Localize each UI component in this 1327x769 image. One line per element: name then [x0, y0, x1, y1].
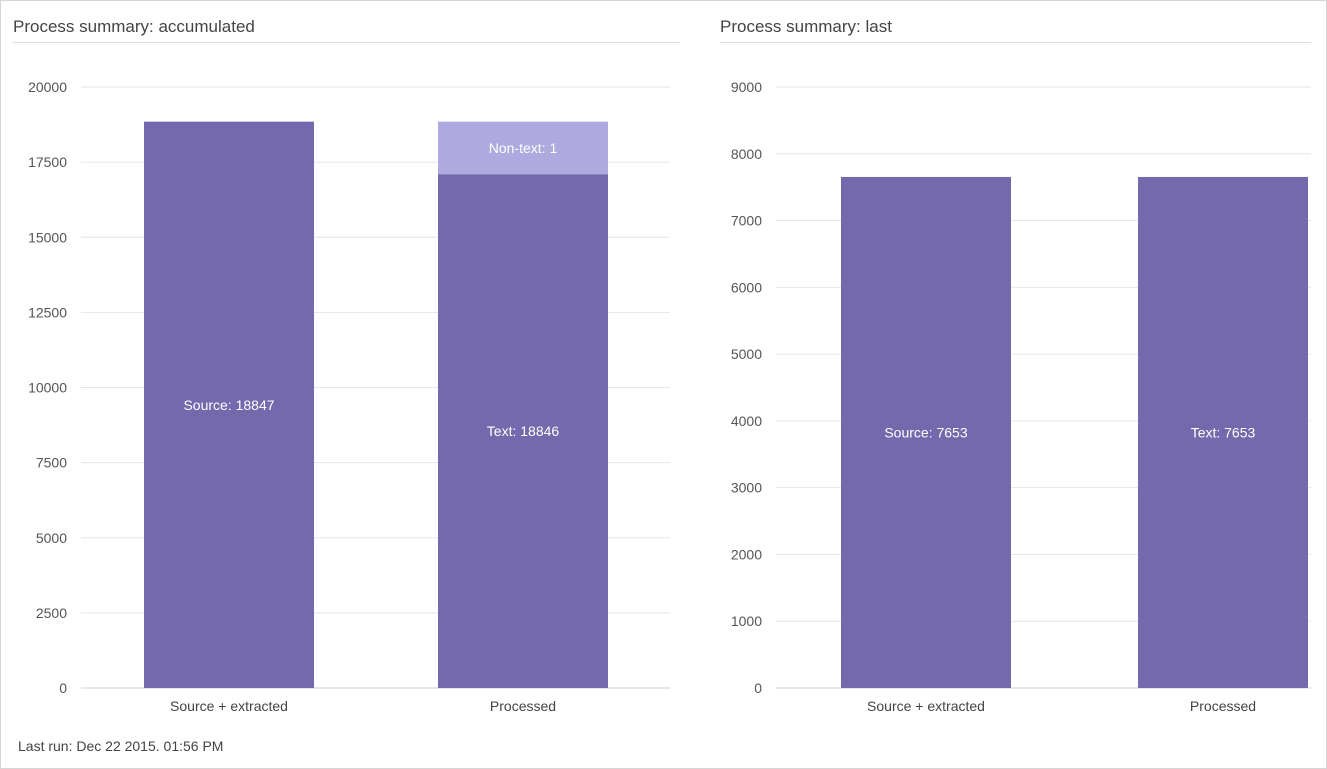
title-divider — [720, 42, 1311, 43]
y-tick-label: 0 — [59, 680, 67, 696]
y-tick-label: 0 — [754, 680, 762, 696]
accumulated-summary-panel: Process summary: accumulated 0 2500 5000 75… — [1, 1, 691, 731]
last-summary-panel: Process summary: last 0 1000 2000 3000 4000 5… — [708, 1, 1323, 731]
bar-non-text — [438, 121, 608, 175]
accumulated-chart-title: Process summary: accumulated — [13, 17, 255, 36]
bar-data-label: Source: 18847 — [183, 397, 274, 413]
accumulated-bar-chart: 0 2500 5000 7500 10000 12500 15000 17500 20000 So… — [28, 79, 670, 714]
x-category-label: Processed — [490, 698, 556, 714]
x-category-label: Source + extracted — [170, 698, 288, 714]
bar-text — [438, 174, 608, 688]
y-tick-label: 20000 — [28, 79, 67, 95]
y-tick-label: 3000 — [731, 480, 762, 496]
y-tick-label: 9000 — [731, 79, 762, 95]
bar-data-label: Text: 7653 — [1191, 424, 1256, 440]
y-tick-label: 17500 — [28, 154, 67, 170]
bar-data-label: Source: 7653 — [884, 424, 967, 440]
bar-text — [1138, 176, 1308, 689]
y-tick-label: 10000 — [28, 380, 67, 396]
y-tick-label: 15000 — [28, 229, 67, 245]
x-category-label: Processed — [1190, 698, 1256, 714]
y-tick-label: 2500 — [36, 605, 67, 621]
y-tick-label: 2000 — [731, 546, 762, 562]
last-run-label: Last run: Dec 22 2015. 01:56 PM — [18, 738, 224, 754]
y-tick-label: 5000 — [731, 346, 762, 362]
y-tick-label: 7500 — [36, 455, 67, 471]
y-tick-label: 1000 — [731, 613, 762, 629]
last-bar-chart: 0 1000 2000 3000 4000 5000 6000 7000 8000 9000 Sou… — [731, 79, 1311, 714]
last-chart-title: Process summary: last — [720, 17, 892, 36]
bar-data-label: Non-text: 1 — [489, 140, 558, 156]
y-tick-label: 8000 — [731, 146, 762, 162]
bar-data-label: Text: 18846 — [487, 423, 560, 439]
x-category-label: Source + extracted — [867, 698, 985, 714]
y-tick-label: 4000 — [731, 413, 762, 429]
y-tick-label: 6000 — [731, 279, 762, 295]
bar-source — [841, 176, 1011, 689]
bar-source — [144, 121, 314, 689]
y-tick-label: 12500 — [28, 304, 67, 320]
y-tick-label: 7000 — [731, 213, 762, 229]
title-divider — [13, 42, 680, 43]
y-tick-label: 5000 — [36, 530, 67, 546]
